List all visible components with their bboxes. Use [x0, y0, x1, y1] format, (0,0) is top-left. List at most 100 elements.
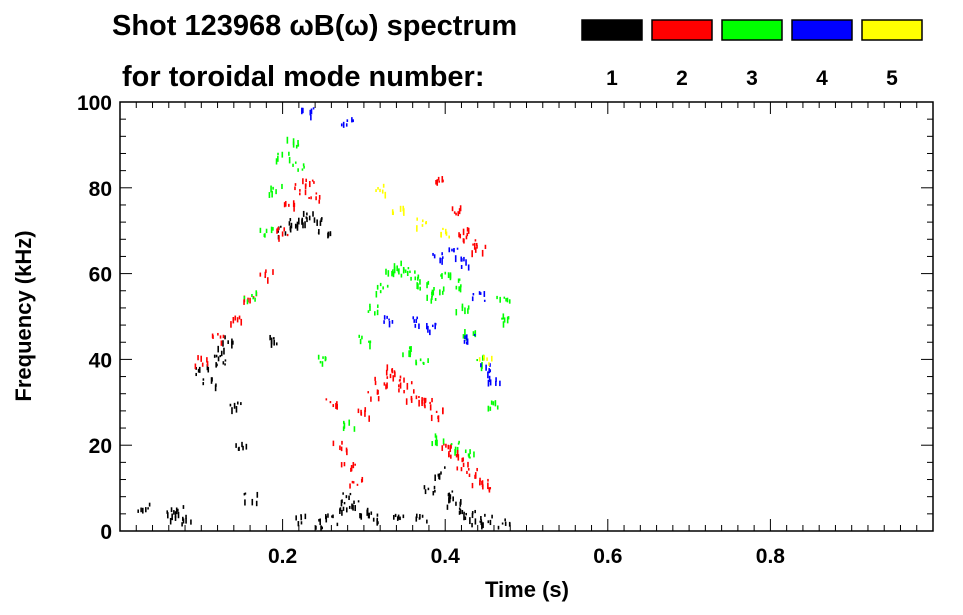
- mode-3-point: [501, 313, 510, 328]
- y-tick-label: 20: [89, 435, 112, 458]
- legend-label-2: 2: [676, 67, 688, 90]
- x-tick-label: 0.8: [756, 545, 786, 568]
- mode-3-point: [292, 161, 305, 172]
- mode-3-point: [317, 354, 327, 367]
- mode-4-point: [487, 375, 501, 387]
- mode-1-point: [222, 335, 234, 349]
- mode-5-point: [478, 354, 493, 366]
- mode-1-point: [392, 513, 405, 521]
- mode-1-point: [446, 496, 462, 510]
- mode-2-point: [405, 389, 420, 405]
- mode-1-point: [295, 513, 307, 527]
- mode-1-point: [181, 514, 192, 527]
- mode-3-point: [243, 290, 258, 305]
- mode-3-point: [275, 151, 291, 165]
- mode-3-point: [367, 303, 379, 316]
- mode-4-point: [463, 333, 476, 345]
- y-tick-label: 40: [89, 349, 112, 372]
- mode-2-point: [430, 407, 444, 423]
- y-axis: 0 20 40 60 80 100: [77, 92, 933, 544]
- mode-1-point: [137, 502, 151, 514]
- mode-3-point: [440, 271, 452, 281]
- mode-1-point: [235, 441, 248, 451]
- mode-1-point: [471, 513, 486, 529]
- legend-label-1: 1: [606, 67, 618, 90]
- mode-2-point: [276, 226, 289, 242]
- mode-1-point: [480, 514, 493, 530]
- legend-label-5: 5: [886, 67, 898, 90]
- mode-2-point: [211, 332, 225, 346]
- mode-1-point: [359, 507, 373, 520]
- mode-2-point: [302, 178, 315, 190]
- mode-2-point: [385, 364, 396, 378]
- mode-3-point: [431, 286, 445, 296]
- mode-1-point: [339, 501, 348, 516]
- mode-3-point: [268, 183, 283, 198]
- mode-1-point: [215, 356, 227, 368]
- mode-3-point: [431, 433, 445, 447]
- mode-2-point: [441, 443, 452, 453]
- mode-1-point: [497, 518, 511, 530]
- mode-2-point: [423, 397, 433, 411]
- mode-2-point: [283, 200, 296, 212]
- legend-swatch-3: [721, 19, 783, 41]
- mode-2-point: [230, 315, 243, 328]
- mode-2-point: [471, 477, 484, 490]
- mode-1-point: [166, 510, 177, 525]
- mode-2-point: [259, 269, 274, 284]
- mode-1-point: [213, 345, 225, 358]
- mode-1-point: [170, 505, 185, 519]
- y-tick-label: 80: [89, 178, 112, 201]
- mode-1-point: [317, 229, 332, 239]
- x-tick-label: 0.4: [431, 545, 461, 568]
- mode-1-point: [202, 377, 217, 392]
- mode-1-point: [325, 513, 339, 527]
- legend-swatch-5: [861, 19, 923, 41]
- mode-1-point: [243, 491, 259, 507]
- mode-2-point: [451, 205, 462, 217]
- mode-3-point: [402, 346, 412, 358]
- mode-5-point: [391, 205, 405, 216]
- mode-3-point: [397, 267, 411, 278]
- legend-label-3: 3: [746, 67, 758, 90]
- mode-2-point: [332, 440, 348, 456]
- y-tick-label: 60: [89, 264, 112, 287]
- mode-2-point: [325, 398, 338, 410]
- mode-3-point: [385, 268, 395, 278]
- mode-2-point: [349, 476, 364, 489]
- mode-3-point: [455, 303, 470, 316]
- mode-2-point: [374, 376, 389, 390]
- mode-1-point: [463, 509, 476, 525]
- mode-2-point: [466, 467, 478, 479]
- legend-swatch-4: [791, 19, 853, 41]
- mode-1-point: [269, 334, 278, 348]
- mode-1-point: [367, 513, 379, 526]
- mode-1-point: [313, 217, 323, 226]
- mode-1-point: [423, 485, 436, 496]
- mode-2-point: [294, 183, 307, 196]
- mode-5-point: [416, 217, 428, 232]
- mode-1-point: [301, 210, 314, 224]
- mode-3-point: [487, 400, 499, 412]
- mode-3-point: [455, 278, 462, 293]
- mode-2-point: [194, 355, 209, 370]
- mode-3-point: [393, 260, 405, 274]
- mode-1-point: [288, 218, 299, 233]
- mode-2-point: [462, 235, 478, 246]
- mode-4-point: [426, 322, 437, 336]
- y-axis-label: Frequency (kHz): [11, 230, 36, 401]
- mode-5-point: [440, 227, 451, 239]
- mode-4-point: [412, 316, 420, 330]
- mode-3-point: [464, 449, 475, 459]
- mode-2-point: [458, 227, 470, 239]
- mode-2-point: [367, 389, 380, 402]
- data-marks: [137, 107, 511, 531]
- mode-4-point: [301, 107, 315, 121]
- mode-1-point: [434, 466, 446, 481]
- legend-swatch-2: [651, 19, 713, 41]
- mode-4-point: [383, 315, 394, 328]
- mode-3-point: [416, 279, 430, 291]
- chart-title-line1: Shot 123968 ωB(ω) spectrum: [112, 10, 517, 42]
- mode-5-point: [375, 183, 387, 199]
